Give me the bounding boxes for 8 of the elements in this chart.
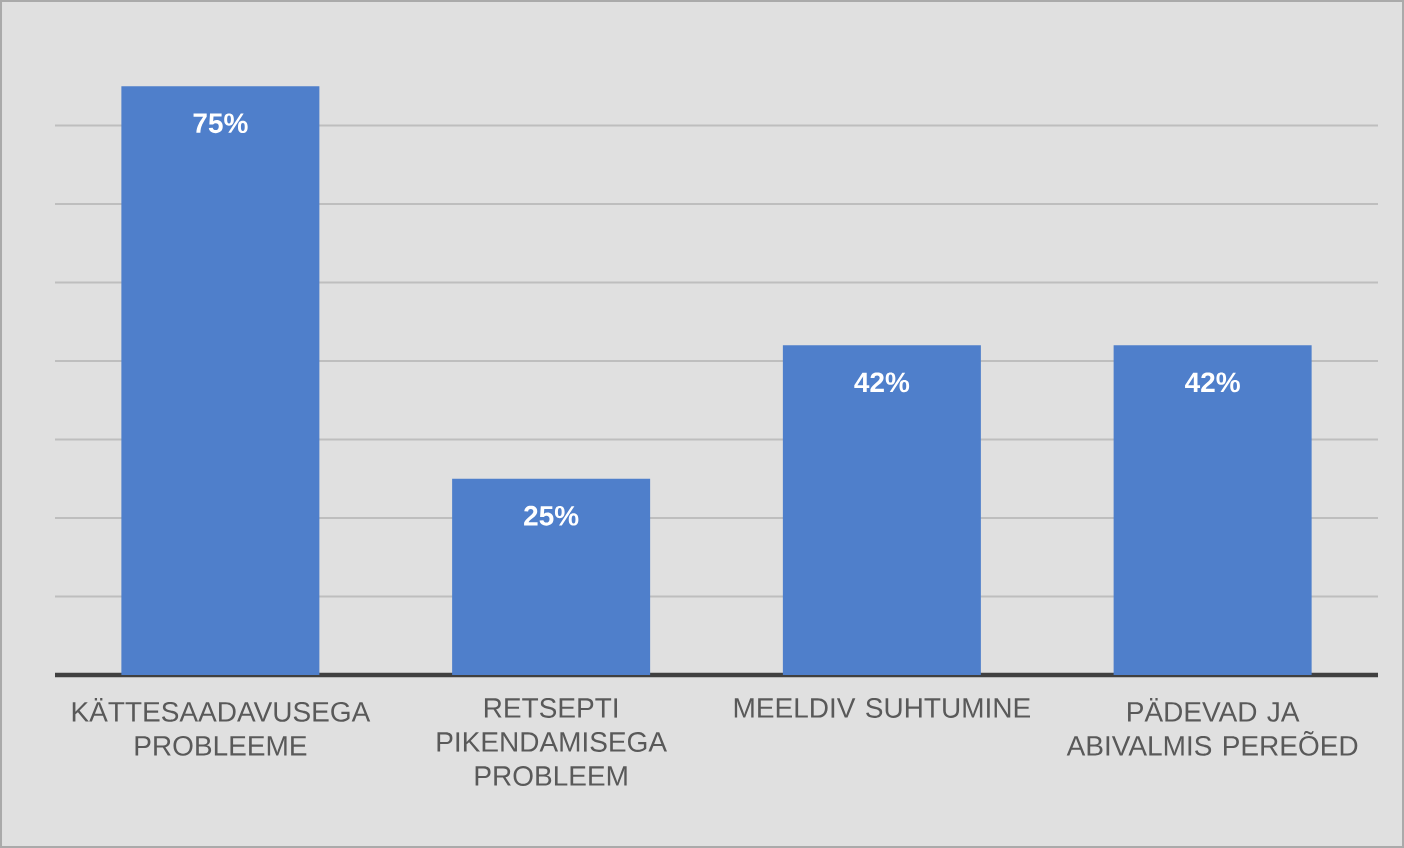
data-label: 42% [1185, 372, 1240, 393]
x-tick-label: MEELDIV SUHTUMINE [734, 698, 1030, 718]
data-label: 75% [193, 113, 248, 134]
x-tick-label: KÄTTESAADAVUSEGA PROBLEEME [72, 698, 371, 756]
data-label: 25% [524, 505, 579, 526]
data-label: 42% [854, 372, 910, 393]
x-tick-label: PÄDEVAD JA ABIVALMIS PEREÕED [1066, 698, 1358, 756]
x-tick-label: RETSEPTI PIKENDAMISEGA PROBLEEM [437, 698, 668, 786]
